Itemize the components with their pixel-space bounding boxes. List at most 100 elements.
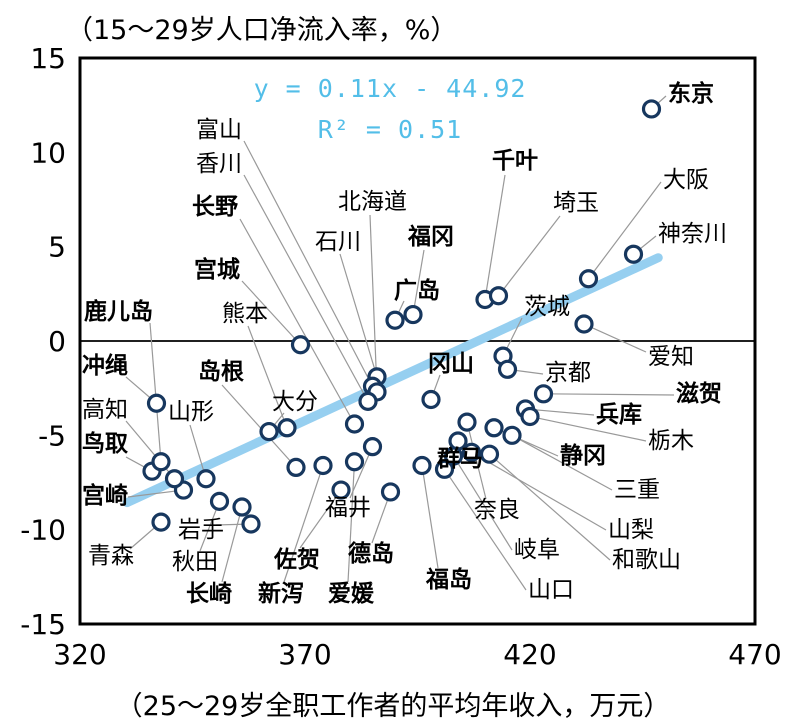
point-label-岛根: 岛根 (198, 358, 244, 385)
data-point-福冈 (403, 304, 423, 325)
data-point-三重 (502, 425, 522, 445)
point-label-滋贺: 滋贺 (676, 380, 722, 407)
leader-line-福冈 (412, 249, 425, 315)
leader-line-熊本 (247, 325, 288, 429)
leader-line-福岛 (421, 465, 439, 569)
data-point-静冈 (484, 418, 504, 438)
data-point-山形 (196, 469, 216, 489)
leader-line-栃木 (529, 415, 647, 442)
data-point-东京 (641, 99, 662, 119)
point-label-福井: 福井 (325, 495, 371, 521)
leader-line-长崎 (221, 506, 243, 583)
point-label-群马: 群马 (436, 445, 483, 472)
data-point-栃木 (520, 406, 540, 427)
point-label-石川: 石川 (315, 229, 361, 255)
data-point-熊本 (277, 418, 297, 438)
point-label-兵库: 兵库 (596, 402, 642, 428)
point-label-和歌山: 和歌山 (612, 547, 681, 573)
y-tick--10: -10 (20, 514, 66, 547)
trend-line (122, 253, 663, 508)
data-point-岛根 (286, 457, 306, 478)
leader-line-宫城 (241, 280, 301, 346)
data-point-山梨 (461, 442, 482, 462)
point-label-广岛: 广岛 (394, 277, 440, 304)
leader-line-山口 (444, 468, 527, 591)
point-label-香川: 香川 (196, 151, 242, 177)
leader-line-山梨 (471, 451, 607, 531)
trend-equation: y = 0.11x - 44.92 (253, 74, 527, 103)
data-point-山口 (434, 459, 455, 479)
point-label-长崎: 长崎 (186, 581, 232, 607)
point-label-新泻: 新泻 (258, 580, 304, 607)
data-point-佐贺 (331, 480, 351, 500)
point-label-京都: 京都 (545, 360, 591, 386)
data-point-青森 (151, 512, 171, 532)
data-point-神奈川 (623, 244, 644, 264)
point-label-大分: 大分 (272, 389, 318, 415)
point-label-神奈川: 神奈川 (658, 221, 727, 247)
data-point-高知 (164, 469, 185, 489)
point-label-岩手: 岩手 (178, 517, 224, 543)
leader-line-奈良 (466, 421, 487, 500)
data-point-大阪 (578, 269, 599, 289)
y-tick-5: 5 (48, 231, 66, 264)
point-label-熊本: 熊本 (222, 301, 268, 327)
point-label-奈良: 奈良 (474, 497, 520, 523)
leader-line-石川 (339, 253, 378, 378)
leader-line-北海道 (369, 214, 378, 392)
data-point-德岛 (380, 482, 401, 502)
point-label-长野: 长野 (192, 194, 238, 220)
data-point-埼玉 (488, 286, 509, 306)
data-point-香川 (358, 391, 378, 411)
data-point-冲绳 (146, 393, 167, 413)
x-tick-370: 370 (278, 638, 331, 671)
y-tick-10: 10 (30, 136, 66, 169)
point-label-三重: 三重 (614, 477, 660, 503)
data-point-岐阜 (443, 446, 464, 466)
leader-line-和歌山 (489, 453, 611, 561)
point-label-埼玉: 埼玉 (553, 190, 599, 216)
data-point-长野 (344, 414, 365, 434)
point-label-冈山: 冈山 (428, 351, 474, 377)
data-point-福井 (362, 437, 383, 457)
leader-line-滋贺 (543, 393, 675, 396)
point-label-千叶: 千叶 (492, 148, 538, 174)
data-point-冈山 (421, 389, 441, 410)
y-tick--15: -15 (20, 608, 66, 641)
point-label-爱知: 爱知 (648, 344, 694, 370)
x-tick-470: 470 (728, 638, 781, 671)
leader-line-鹿儿岛 (149, 322, 162, 462)
point-label-北海道: 北海道 (338, 189, 407, 215)
point-label-福岛: 福岛 (425, 566, 472, 593)
point-label-岐阜: 岐阜 (514, 537, 560, 563)
x-axis-title: （25～29岁全职工作者的平均年收入，万元） (115, 691, 671, 722)
x-tick-420: 420 (503, 638, 556, 671)
point-label-宫崎: 宫崎 (82, 482, 128, 509)
y-tick-0: 0 (48, 325, 66, 358)
data-point-秋田 (209, 491, 230, 511)
data-point-长崎 (232, 497, 252, 517)
y-tick--5: -5 (38, 419, 66, 452)
point-label-高知: 高知 (82, 397, 128, 423)
leader-line-佐贺 (299, 489, 342, 549)
leader-line-富山 (243, 140, 374, 387)
leader-line-爱知 (583, 323, 647, 353)
data-point-滋贺 (533, 384, 554, 404)
data-point-鹿儿岛 (151, 452, 171, 472)
data-point-和歌山 (479, 444, 500, 464)
y-axis-title: （15～29岁人口净流入率，%） (66, 15, 458, 46)
point-label-山口: 山口 (528, 577, 574, 603)
r-squared-label: R² = 0.51 (317, 115, 463, 144)
point-label-山形: 山形 (168, 399, 214, 425)
leader-line-大阪 (588, 181, 662, 280)
point-label-青森: 青森 (88, 543, 134, 569)
point-label-鸟取: 鸟取 (82, 430, 128, 457)
leader-line-长野 (239, 218, 356, 425)
point-label-宫城: 宫城 (194, 256, 240, 283)
leader-line-岐阜 (452, 455, 513, 551)
data-point-京都 (497, 359, 518, 379)
data-point-奈良 (457, 412, 477, 432)
data-point-爱知 (574, 314, 594, 334)
point-label-栃木: 栃木 (648, 428, 694, 454)
leader-line-新泻 (283, 465, 324, 583)
